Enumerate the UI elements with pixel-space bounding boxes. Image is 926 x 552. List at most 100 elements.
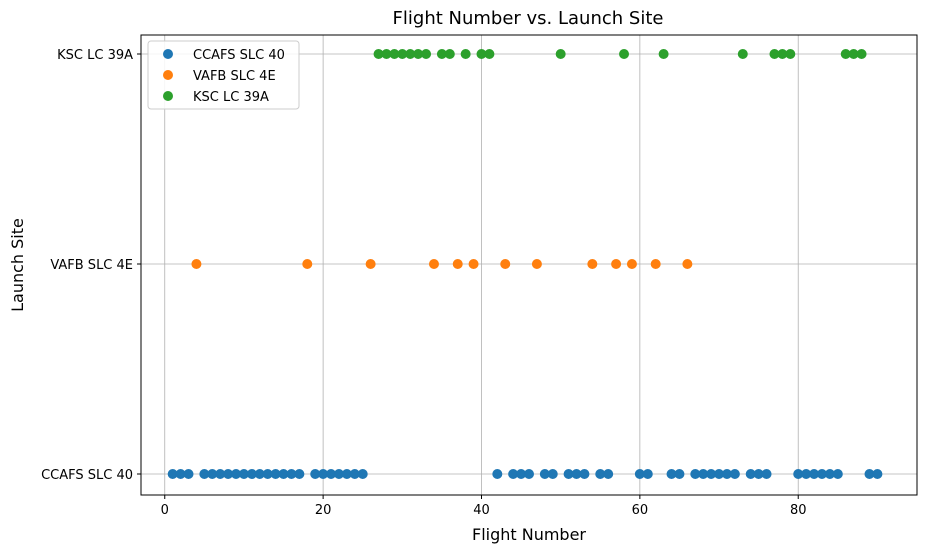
legend-marker — [163, 49, 173, 59]
data-point — [595, 469, 606, 479]
data-point — [428, 259, 439, 269]
x-tick-label: 80 — [790, 503, 807, 518]
data-point — [785, 49, 796, 59]
legend-marker — [163, 70, 173, 80]
y-axis-label: Launch Site — [8, 218, 27, 312]
data-point — [706, 469, 717, 479]
data-point — [191, 259, 202, 269]
data-point — [816, 469, 827, 479]
data-point — [389, 49, 400, 59]
data-point — [824, 469, 835, 479]
data-point — [801, 469, 812, 479]
data-point — [444, 49, 455, 59]
y-axis-ticks: CCAFS SLC 40 VAFB SLC 4E KSC LC 39A — [41, 48, 141, 483]
legend: CCAFS SLC 40 VAFB SLC 4E KSC LC 39A — [147, 40, 300, 110]
data-point — [603, 469, 614, 479]
data-point — [848, 49, 859, 59]
x-axis-ticks: 0 20 40 60 80 — [161, 495, 807, 518]
data-point — [500, 259, 511, 269]
data-point — [619, 49, 630, 59]
data-point — [326, 469, 337, 479]
data-point — [365, 259, 376, 269]
data-point — [547, 469, 558, 479]
plot-area — [140, 34, 918, 496]
data-point — [587, 259, 598, 269]
y-tick-label: CCAFS SLC 40 — [41, 468, 133, 483]
data-point — [492, 469, 503, 479]
data-point — [832, 469, 843, 479]
data-point — [666, 469, 677, 479]
data-point — [349, 469, 360, 479]
data-point — [294, 469, 305, 479]
data-point — [658, 49, 669, 59]
data-point — [650, 259, 661, 269]
data-point — [777, 49, 788, 59]
data-point — [626, 259, 637, 269]
data-point — [484, 49, 495, 59]
data-point — [286, 469, 297, 479]
data-point — [698, 469, 709, 479]
data-point — [761, 469, 772, 479]
data-point — [745, 469, 756, 479]
data-points — [167, 49, 883, 479]
data-point — [175, 469, 186, 479]
data-point — [167, 469, 178, 479]
data-point — [611, 259, 622, 269]
data-point — [674, 469, 685, 479]
data-point — [579, 469, 590, 479]
legend-label: CCAFS SLC 40 — [193, 48, 285, 63]
x-tick-label: 0 — [161, 503, 169, 518]
data-point — [634, 469, 645, 479]
data-point — [516, 469, 527, 479]
x-tick-label: 40 — [473, 503, 490, 518]
data-point — [270, 469, 281, 479]
data-point — [793, 469, 804, 479]
data-point — [468, 259, 479, 269]
data-point — [341, 469, 352, 479]
data-point — [436, 49, 447, 59]
data-point — [508, 469, 519, 479]
data-point — [872, 469, 883, 479]
data-point — [231, 469, 242, 479]
data-point — [737, 49, 748, 59]
legend-label: VAFB SLC 4E — [193, 69, 276, 84]
data-point — [310, 469, 321, 479]
data-point — [381, 49, 392, 59]
data-point — [207, 469, 218, 479]
data-point — [864, 469, 875, 479]
legend-marker — [163, 91, 173, 101]
data-point — [714, 469, 725, 479]
data-point — [571, 469, 582, 479]
x-axis-label: Flight Number — [472, 525, 586, 544]
data-point — [405, 49, 416, 59]
data-point — [333, 469, 344, 479]
data-point — [254, 469, 265, 479]
y-tick-label: KSC LC 39A — [57, 48, 133, 63]
data-point — [262, 469, 273, 479]
data-point — [729, 469, 740, 479]
data-point — [555, 49, 566, 59]
data-point — [840, 49, 851, 59]
data-point — [524, 469, 534, 479]
data-point — [563, 469, 574, 479]
data-point — [357, 469, 368, 479]
data-point — [460, 49, 471, 59]
data-point — [215, 469, 226, 479]
data-point — [682, 259, 693, 269]
data-point — [373, 49, 384, 59]
data-point — [531, 259, 542, 269]
data-point — [721, 469, 732, 479]
data-point — [318, 469, 329, 479]
data-point — [642, 469, 653, 479]
data-point — [183, 469, 194, 479]
data-point — [278, 469, 289, 479]
data-point — [199, 469, 210, 479]
data-point — [753, 469, 764, 479]
data-point — [476, 49, 487, 59]
data-point — [413, 49, 424, 59]
data-point — [238, 469, 249, 479]
data-point — [809, 469, 820, 479]
data-point — [397, 49, 408, 59]
data-point — [690, 469, 701, 479]
